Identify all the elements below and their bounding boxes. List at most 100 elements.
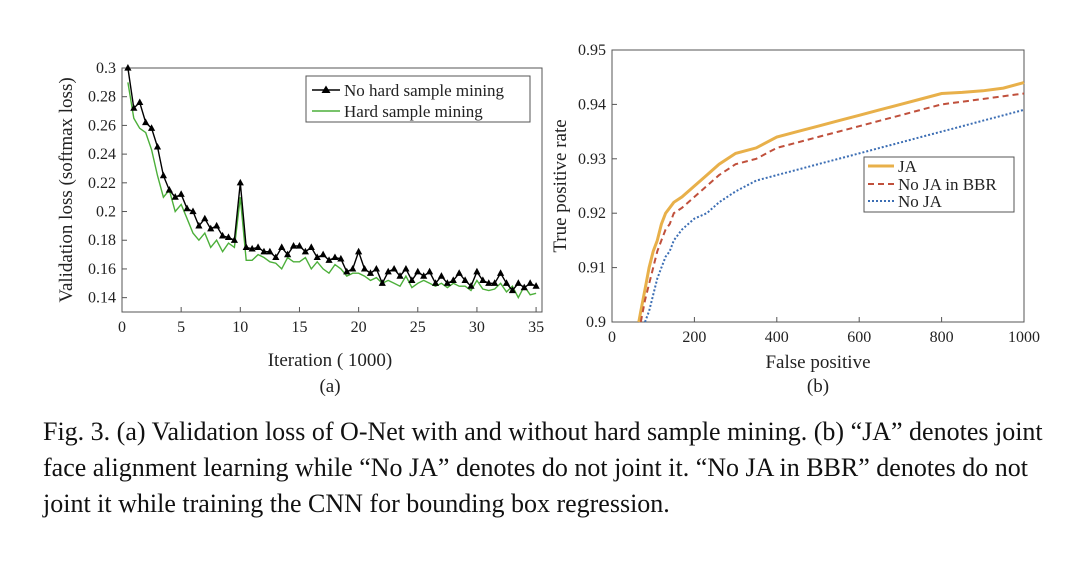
data-point-marker [532, 282, 540, 289]
x-tick-label: 20 [351, 319, 367, 336]
data-point-marker [343, 267, 351, 275]
data-point-marker [337, 254, 345, 262]
data-point-marker [355, 247, 363, 255]
data-point-marker [242, 243, 250, 251]
data-point-marker [230, 236, 238, 243]
panel-b-legend: JA No JA in BBR No JA [863, 156, 1015, 213]
panel-a-ylabel: Validation loss (softmax loss) [56, 77, 77, 302]
panel-a-ticks: 0 5 10 15 20 25 30 35 0.14 0.16 0.18 0.2 0.22 0.24 0.2… [88, 60, 544, 336]
series-line-no-ja [644, 108, 1025, 323]
panel-b-chart: 0 200 400 600 800 1000 0.9 0.91 0.92 0.93 0.94 0.95… [550, 42, 1040, 397]
legend-a-hsm-label: Hard sample mining [344, 102, 483, 121]
data-point-marker [426, 267, 434, 275]
panel-a-chart: 0 5 10 15 20 25 30 35 0.14 0.16 0.18 0.2 0.22 0.24 0.2… [56, 60, 544, 397]
x-tick-label: 35 [528, 319, 544, 336]
data-point-marker [171, 193, 179, 200]
x-tick-label: 400 [765, 329, 789, 346]
series-line-ja [637, 81, 1025, 323]
panel-b-label: (b) [807, 376, 829, 397]
data-point-marker [420, 272, 428, 279]
y-tick-label: 0.28 [88, 89, 116, 106]
data-point-marker [224, 233, 233, 240]
y-tick-label: 0.14 [88, 290, 116, 307]
data-point-marker [461, 276, 469, 284]
y-tick-label: 0.2 [96, 204, 116, 221]
data-point-marker [195, 221, 203, 229]
y-tick-label: 0.16 [88, 261, 116, 278]
data-point-marker [360, 264, 369, 272]
data-point-marker [402, 264, 410, 272]
data-point-marker [218, 231, 227, 239]
panel-a-legend-box [305, 75, 531, 123]
series-line-no-ja-in-bbr [639, 92, 1025, 323]
y-tick-label: 0.18 [88, 232, 116, 249]
data-point-marker [236, 178, 244, 186]
data-point-marker [496, 269, 505, 276]
data-point-marker [485, 279, 493, 286]
data-point-marker [437, 272, 446, 279]
legend-a-no-hsm-label: No hard sample mining [344, 81, 505, 100]
legend-b-ja-label: JA [898, 157, 918, 176]
data-point-marker [449, 276, 457, 284]
data-point-marker [319, 250, 327, 258]
data-point-marker [147, 124, 156, 131]
data-point-marker [254, 243, 262, 251]
panel-b-series [637, 81, 1025, 323]
data-point-marker [295, 241, 304, 249]
figure-caption: Fig. 3. (a) Validation loss of O-Net wit… [43, 417, 1043, 518]
data-point-marker [473, 267, 481, 275]
data-point-marker [177, 190, 185, 197]
legend-b-noja-label: No JA [898, 192, 943, 211]
panel-a-xlabel: Iteration ( 1000) [268, 350, 393, 371]
data-point-marker [124, 64, 132, 71]
x-tick-label: 15 [291, 319, 307, 336]
data-point-marker [414, 267, 422, 275]
y-tick-label: 0.95 [578, 42, 606, 59]
data-point-marker [289, 241, 298, 249]
data-point-marker [159, 171, 168, 179]
x-tick-label: 10 [232, 319, 248, 336]
data-point-marker [520, 283, 528, 291]
data-point-marker [366, 269, 375, 276]
data-point-marker [142, 118, 150, 126]
data-point-marker [372, 264, 380, 272]
data-point-marker [153, 142, 162, 150]
data-point-marker [301, 247, 309, 255]
x-tick-label: 5 [177, 319, 185, 336]
x-tick-label: 25 [410, 319, 426, 336]
data-point-marker [331, 253, 339, 261]
legend-b-nojabbr-label: No JA in BBR [898, 175, 997, 194]
data-point-marker [183, 204, 191, 212]
data-point-marker [514, 279, 522, 286]
data-point-marker [272, 253, 280, 261]
data-point-marker [431, 279, 440, 286]
data-point-marker [396, 272, 404, 279]
panel-a-legend: No hard sample mining Hard sample mining [305, 75, 531, 123]
x-tick-label: 200 [682, 329, 706, 346]
figure: 0 5 10 15 20 25 30 35 0.14 0.16 0.18 0.2 0.22 0.24 0.2… [56, 42, 1040, 397]
data-point-marker [266, 247, 274, 255]
y-tick-label: 0.3 [96, 60, 116, 77]
x-tick-label: 0 [608, 329, 616, 346]
data-point-marker [479, 276, 487, 284]
data-point-marker [189, 207, 197, 215]
data-point-marker [260, 247, 268, 255]
y-tick-label: 0.26 [88, 117, 116, 134]
data-point-marker [502, 279, 511, 286]
x-tick-label: 0 [118, 319, 126, 336]
y-tick-label: 0.94 [578, 96, 606, 113]
data-point-marker [313, 253, 321, 261]
data-point-marker [408, 276, 416, 284]
panel-b-xlabel: False positive [765, 352, 870, 373]
data-point-marker [378, 279, 386, 286]
data-point-marker [455, 269, 463, 276]
data-point-marker [491, 279, 499, 286]
x-tick-label: 800 [930, 329, 954, 346]
data-point-marker [307, 243, 315, 251]
data-point-marker [248, 244, 256, 252]
data-point-marker [526, 279, 534, 286]
y-tick-label: 0.93 [578, 151, 606, 168]
data-point-marker [213, 221, 221, 229]
y-tick-label: 0.92 [578, 205, 606, 222]
x-tick-label: 600 [847, 329, 871, 346]
